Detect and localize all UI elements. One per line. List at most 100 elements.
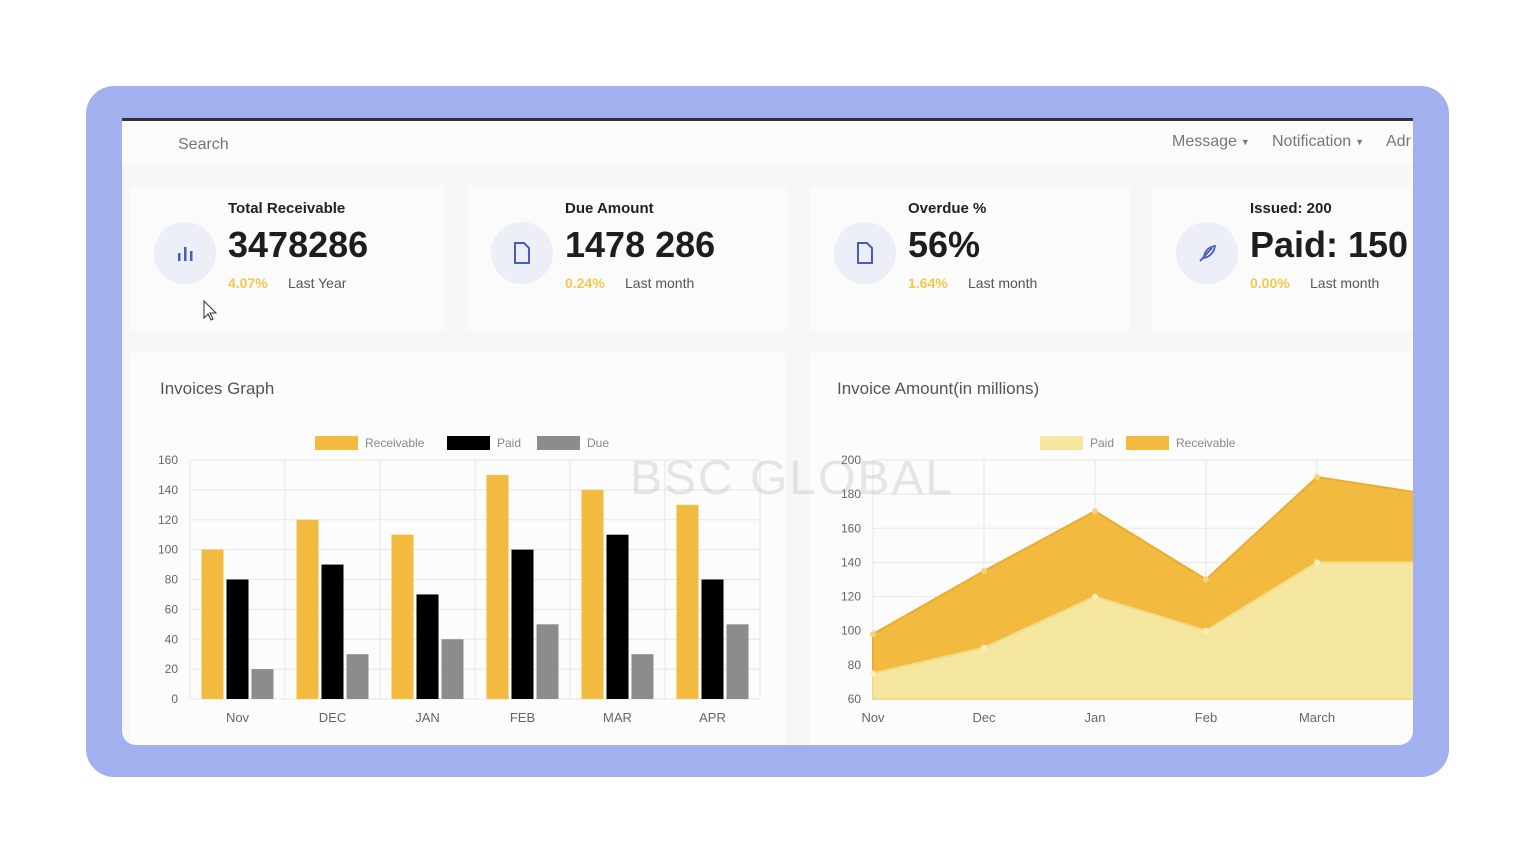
x-tick-label: Dec — [972, 710, 996, 725]
mouse-cursor-icon — [203, 300, 218, 321]
point-receivable — [1314, 474, 1320, 481]
card-title: Due Amount — [565, 200, 654, 217]
bar-paid — [226, 579, 249, 699]
y-tick-label: 200 — [841, 453, 861, 467]
y-tick-label: 140 — [158, 483, 178, 497]
y-tick-label: 0 — [171, 692, 178, 706]
bar-receivable — [391, 534, 414, 699]
legend-label: Paid — [1090, 436, 1114, 450]
point-paid — [981, 644, 987, 651]
admin-label: Adr — [1386, 133, 1411, 150]
file-icon — [834, 222, 896, 284]
stat-card-total-receivable: Total Receivable 3478286 4.07% Last Year — [130, 186, 445, 331]
y-tick-label: 140 — [841, 555, 861, 569]
stat-card-issued: Issued: 200 Paid: 150 0.00% Last month — [1152, 186, 1413, 331]
notification-label: Notification — [1272, 133, 1352, 150]
point-paid — [1203, 627, 1209, 634]
x-tick-label: JAN — [415, 710, 440, 725]
card-period: Last month — [1310, 275, 1380, 291]
card-change: 0.24% — [565, 275, 605, 291]
x-tick-label: FEB — [510, 710, 535, 725]
notification-menu[interactable]: Notification ▼ — [1272, 133, 1364, 151]
chart-title: Invoices Graph — [160, 379, 275, 398]
point-receivable — [981, 567, 987, 574]
charts-svg: 0 20 40 60 80 100 120 140 160 Nov DEC JAN FEB MAR APR R… — [158, 436, 1413, 725]
caret-down-icon: ▼ — [1355, 136, 1365, 147]
y-tick-label: 160 — [841, 521, 861, 535]
y-tick-label: 100 — [841, 624, 861, 638]
bar-receivable — [676, 504, 699, 699]
legend-label: Receivable — [1176, 436, 1236, 450]
chart-title: Invoice Amount(in millions) — [837, 379, 1040, 398]
legend-label: Receivable — [365, 436, 425, 450]
message-menu[interactable]: Message ▼ — [1172, 133, 1250, 151]
bar-paid — [701, 579, 724, 699]
bar-chart-icon — [154, 222, 216, 284]
bar-receivable — [201, 549, 224, 699]
x-tick-label: March — [1299, 710, 1335, 725]
bar-paid — [321, 564, 344, 699]
point-receivable — [1203, 576, 1209, 583]
legend-swatch — [537, 436, 580, 450]
search-input[interactable] — [162, 127, 418, 163]
admin-menu[interactable]: Adr — [1386, 133, 1411, 151]
bar-receivable — [581, 489, 604, 699]
card-change: 0.00% — [1250, 275, 1290, 291]
y-tick-label: 20 — [165, 662, 179, 676]
bar-due — [441, 639, 464, 699]
x-tick-label: Nov — [226, 710, 250, 725]
card-period: Last month — [968, 275, 1038, 291]
bar-due — [251, 669, 274, 699]
card-value: Paid: 150 — [1250, 224, 1409, 265]
x-tick-label: Jan — [1085, 710, 1106, 725]
caret-down-icon: ▼ — [1240, 136, 1250, 147]
bar-paid — [606, 534, 629, 699]
y-tick-label: 40 — [165, 632, 179, 646]
bar-receivable — [296, 519, 319, 699]
x-tick-label: MAR — [603, 710, 632, 725]
stat-card-overdue: Overdue % 56% 1.64% Last month — [810, 186, 1130, 331]
x-tick-label: APR — [699, 710, 726, 725]
card-title: Overdue % — [908, 200, 987, 217]
card-value: 1478 286 — [565, 224, 716, 265]
legend-label: Due — [587, 436, 609, 450]
top-bar: Message▼ Notification▼ Adr — [122, 121, 1413, 165]
legend-swatch — [1040, 436, 1083, 450]
x-tick-label: DEC — [319, 710, 346, 725]
bar-paid — [511, 549, 534, 699]
y-tick-label: 60 — [165, 602, 179, 616]
x-tick-label: Nov — [861, 710, 885, 725]
dashboard-panel: Message▼ Notification▼ Adr Total Receiva… — [122, 118, 1413, 745]
card-value: 3478286 — [228, 224, 369, 265]
stat-card-due-amount: Due Amount 1478 286 0.24% Last month — [467, 186, 787, 331]
watermark: BSC GLOBAL — [630, 452, 955, 505]
file-icon — [491, 222, 553, 284]
card-title: Total Receivable — [228, 200, 346, 217]
point-paid — [870, 670, 876, 677]
legend-swatch — [447, 436, 490, 450]
legend-swatch — [315, 436, 358, 450]
bar-due — [346, 654, 369, 699]
y-tick-label: 100 — [158, 543, 178, 557]
bar-due — [536, 624, 559, 699]
feather-icon — [1176, 222, 1238, 284]
bar-receivable — [486, 474, 509, 699]
y-tick-label: 160 — [158, 453, 178, 467]
y-tick-label: 80 — [165, 573, 179, 587]
card-change: 4.07% — [228, 275, 268, 291]
card-value: 56% — [908, 224, 981, 265]
legend-label: Paid — [497, 436, 521, 450]
legend-swatch — [1126, 436, 1169, 450]
card-period: Last month — [625, 275, 695, 291]
y-tick-label: 60 — [848, 692, 862, 706]
message-label: Message — [1172, 133, 1237, 150]
card-period: Last Year — [288, 275, 347, 291]
x-tick-label: Feb — [1195, 710, 1217, 725]
y-tick-label: 120 — [158, 513, 178, 527]
point-receivable — [870, 631, 876, 638]
point-receivable — [1092, 508, 1098, 515]
y-tick-label: 120 — [841, 590, 861, 604]
point-paid — [1092, 593, 1098, 600]
y-tick-label: 80 — [848, 658, 862, 672]
card-title: Issued: 200 — [1250, 200, 1332, 217]
